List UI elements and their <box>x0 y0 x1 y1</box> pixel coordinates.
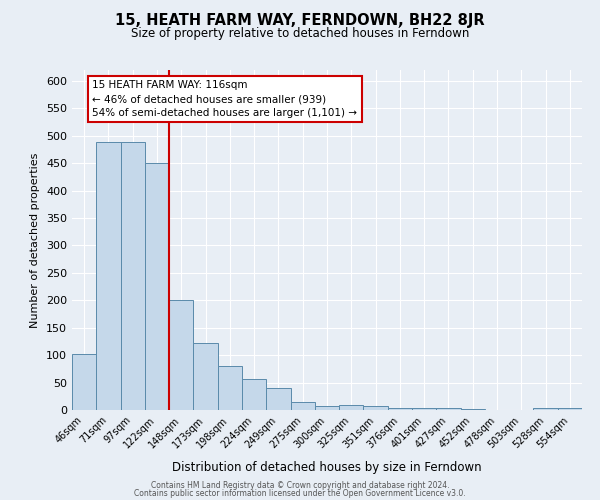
Bar <box>145 163 169 410</box>
Bar <box>558 408 582 410</box>
Bar <box>218 366 242 410</box>
Bar <box>242 378 266 410</box>
Y-axis label: Number of detached properties: Number of detached properties <box>31 152 40 328</box>
Text: Size of property relative to detached houses in Ferndown: Size of property relative to detached ho… <box>131 28 469 40</box>
Text: 15, HEATH FARM WAY, FERNDOWN, BH22 8JR: 15, HEATH FARM WAY, FERNDOWN, BH22 8JR <box>115 12 485 28</box>
Bar <box>169 300 193 410</box>
Bar <box>388 408 412 410</box>
Bar <box>364 406 388 410</box>
Bar <box>315 406 339 410</box>
Bar <box>412 408 436 410</box>
Bar <box>72 354 96 410</box>
Text: 15 HEATH FARM WAY: 116sqm
← 46% of detached houses are smaller (939)
54% of semi: 15 HEATH FARM WAY: 116sqm ← 46% of detac… <box>92 80 358 118</box>
Bar <box>290 402 315 410</box>
Bar <box>96 142 121 410</box>
Bar <box>121 142 145 410</box>
Bar <box>436 408 461 410</box>
Bar <box>533 408 558 410</box>
X-axis label: Distribution of detached houses by size in Ferndown: Distribution of detached houses by size … <box>172 461 482 474</box>
Text: Contains HM Land Registry data © Crown copyright and database right 2024.: Contains HM Land Registry data © Crown c… <box>151 480 449 490</box>
Bar <box>266 388 290 410</box>
Bar <box>193 343 218 410</box>
Bar <box>339 404 364 410</box>
Text: Contains public sector information licensed under the Open Government Licence v3: Contains public sector information licen… <box>134 489 466 498</box>
